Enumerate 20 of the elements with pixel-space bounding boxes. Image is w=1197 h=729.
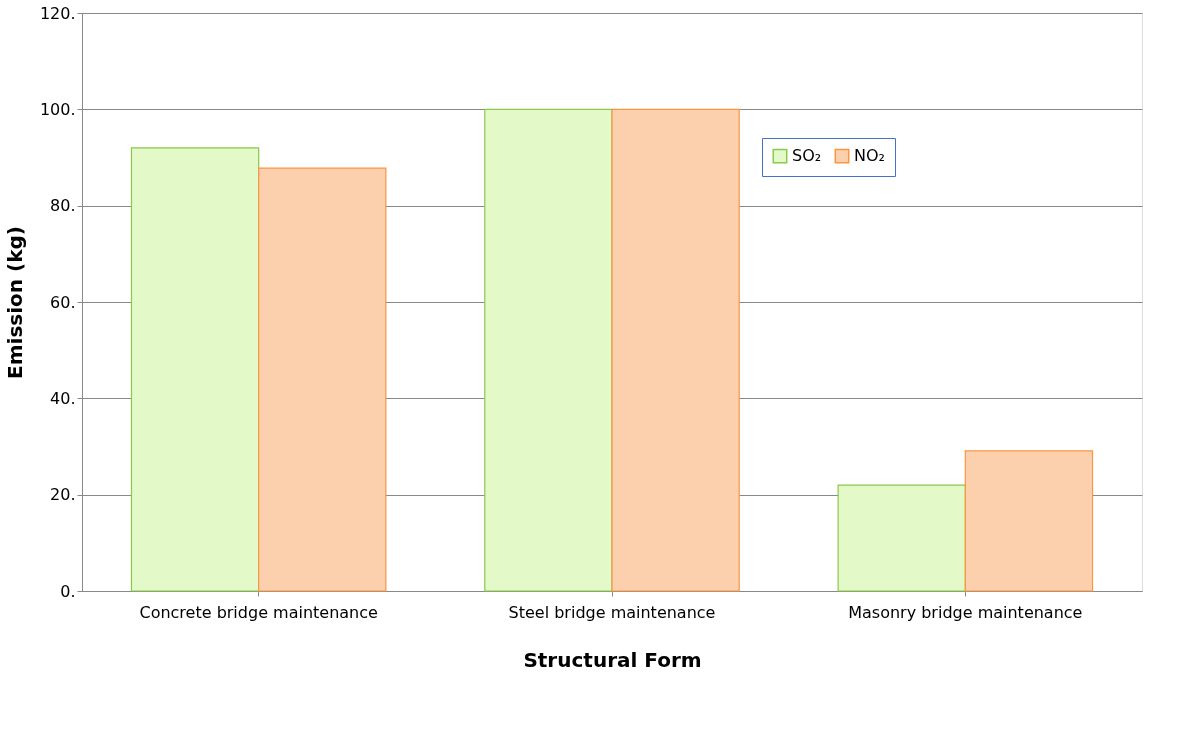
bar: [611, 108, 740, 592]
legend-label: SO₂: [792, 146, 822, 166]
bar: [130, 147, 260, 592]
bar: [484, 108, 613, 592]
y-tick-label: 0.: [60, 581, 76, 601]
y-tick-label: 120.: [39, 3, 76, 23]
bar: [837, 484, 966, 592]
bar: [964, 450, 1094, 592]
y-tick-label: 80.: [50, 196, 76, 216]
legend-label: NO₂: [854, 146, 885, 166]
y-tick-label: 40.: [50, 388, 76, 408]
y-tick-label: 20.: [50, 485, 76, 505]
y-axis-title: Emission (kg): [2, 226, 27, 379]
x-tick-label: Masonry bridge maintenance: [848, 602, 1083, 622]
y-tick-label: 100.: [39, 99, 76, 119]
y-tick-label: 60.: [50, 292, 76, 312]
x-tick-label: Steel bridge maintenance: [508, 602, 716, 622]
x-axis-title: Structural Form: [523, 647, 702, 672]
bar: [258, 167, 387, 592]
x-tick-label: Concrete bridge maintenance: [139, 602, 378, 622]
